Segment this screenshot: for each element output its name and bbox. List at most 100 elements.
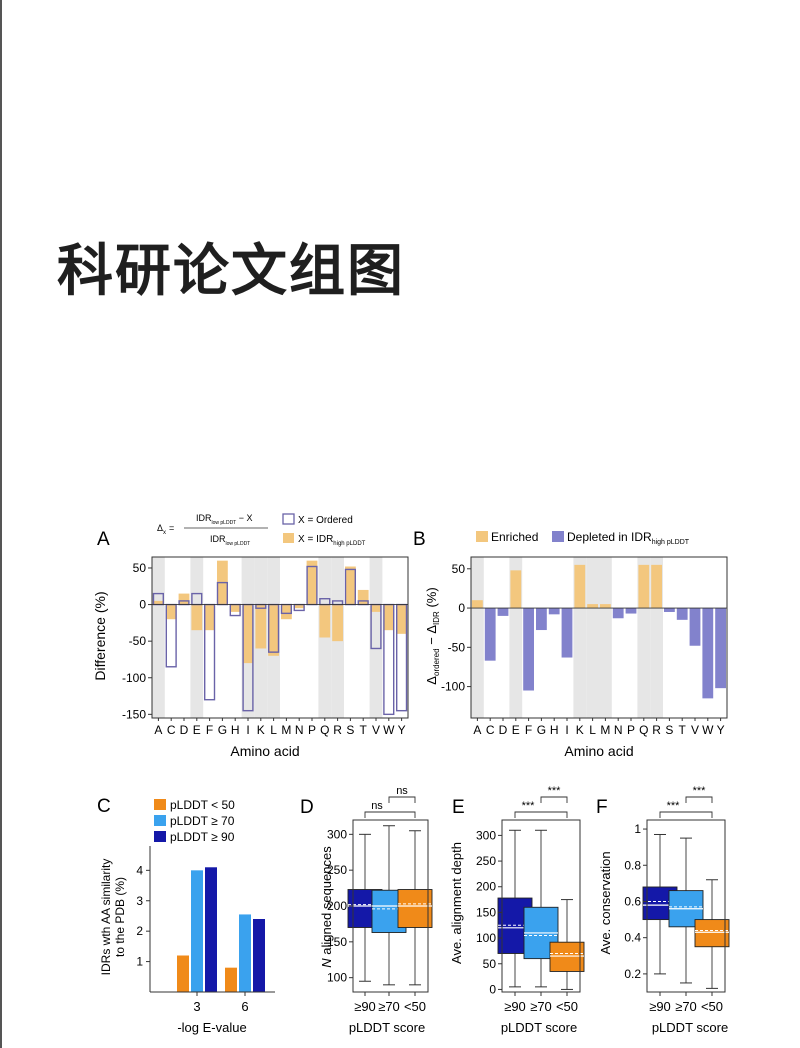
bar-idr-S: [345, 566, 356, 605]
bar-idr-D: [178, 593, 190, 605]
x-tick-label: ≥70: [530, 999, 552, 1014]
y-tick-label: 3: [136, 894, 143, 908]
x-tick-label-V: V: [372, 723, 380, 737]
panel-c-ylabel-line2: to the PDB (%): [113, 877, 127, 957]
y-tick-label: -100: [441, 680, 465, 694]
x-tick-label: <50: [701, 999, 723, 1014]
bar-G: [536, 608, 547, 631]
x-tick-label-K: K: [257, 723, 265, 737]
legend-c-low-swatch: [154, 799, 166, 810]
y-tick-label: 2: [136, 924, 143, 938]
y-tick-label: 250: [327, 863, 347, 877]
panel-f-label: F: [596, 797, 608, 818]
panel-f-xlabel: pLDDT score: [652, 1020, 728, 1035]
bar-E: [510, 570, 522, 609]
plot-frame: [470, 556, 728, 719]
bar-idr-C: [165, 604, 177, 620]
panel-d-ylabel-italic: N: [319, 958, 334, 968]
bar-C: [484, 608, 496, 661]
legend-idr-sub: high pLDDT: [333, 541, 365, 547]
legend-c-low-label: pLDDT < 50: [170, 798, 235, 812]
legend-c-high-swatch: [154, 831, 166, 842]
sig-bracket-bottom: [364, 811, 416, 818]
x-tick-label-R: R: [652, 723, 661, 737]
y-tick-label: 200: [476, 880, 496, 894]
shade-band-M: [599, 557, 612, 718]
x-tick-label-K: K: [576, 723, 584, 737]
panel-e: E Ave. alignment depth pLDDT score ≥90 ≥7…: [449, 785, 585, 1035]
x-tick-label-G: G: [218, 723, 227, 737]
bar-I: [561, 608, 573, 658]
y-tick-label: 200: [327, 899, 347, 913]
x-tick-label-I: I: [565, 723, 568, 737]
legend-enriched-swatch: [476, 531, 488, 542]
plot-frame: [646, 819, 726, 993]
x-tick-label-N: N: [295, 723, 304, 737]
bar-K: [574, 564, 586, 609]
bar-idr-Y: [396, 604, 407, 634]
x-tick-label-6: 6: [241, 999, 248, 1014]
y-tick-label: 0.6: [624, 894, 641, 908]
panel-a-label: A: [97, 529, 110, 550]
y-tick-label: 0.4: [624, 931, 641, 945]
panel-c-chart: 3 6 4 3 2 1: [136, 846, 275, 1014]
box-<50: [694, 919, 730, 948]
panel-f: F Ave. conservation pLDDT score ≥90 ≥70 <5…: [596, 785, 730, 1035]
y-tick-label: 150: [476, 905, 496, 919]
bar-idr-H: [229, 604, 241, 612]
svg-text:Δordered − ΔIDR (%): Δordered − ΔIDR (%): [424, 587, 441, 684]
panel-f-chart: ≥90 ≥70 <50 1 0.8 0.6 0.4 0.2 *** ***: [624, 785, 730, 1014]
bar-c-6-1: [239, 914, 251, 992]
x-tick-label-E: E: [512, 723, 520, 737]
x-tick-label-P: P: [627, 723, 635, 737]
y-tick-label: 0.8: [624, 858, 641, 872]
x-tick-label-W: W: [702, 723, 714, 737]
bar-idr-K: [255, 604, 267, 649]
y-tick-label: 100: [327, 971, 347, 985]
x-tick-label-F: F: [206, 723, 213, 737]
x-tick-label-F: F: [525, 723, 532, 737]
sig-bracket-top: [685, 796, 713, 803]
panel-f-ylabel: Ave. conservation: [598, 851, 613, 954]
panel-e-xlabel: pLDDT score: [501, 1020, 577, 1035]
panel-b-ylabel-sub2: IDR: [432, 611, 441, 625]
svg-text:X = IDRhigh pLDDT: X = IDRhigh pLDDT: [298, 534, 366, 547]
bar-W: [702, 608, 714, 699]
sig-label-top: ns: [396, 785, 408, 797]
bar-idr-V: [370, 604, 382, 612]
x-tick-label: ≥90: [354, 999, 376, 1014]
panel-a: A Δx = IDRlow pLDDT − X IDRlow pLDDT X = …: [92, 513, 409, 759]
formula-delta-sub: x: [163, 530, 166, 536]
bar-A: [472, 600, 483, 609]
x-tick-label-Y: Y: [398, 723, 406, 737]
svg-text:N aligned sequences: N aligned sequences: [319, 846, 334, 968]
x-tick-label-M: M: [281, 723, 291, 737]
y-tick-label: 50: [452, 562, 466, 576]
x-tick-label-S: S: [665, 723, 673, 737]
y-tick-label: 1: [136, 955, 143, 969]
y-tick-label: 0.2: [624, 967, 641, 981]
panel-e-chart: ≥90 ≥70 <50 300 250 200 150 100 50 0 *** ***: [476, 785, 585, 1014]
x-tick-label-D: D: [180, 723, 189, 737]
bar-T: [676, 608, 688, 620]
x-tick-label-Q: Q: [320, 723, 329, 737]
y-tick-label: -150: [122, 707, 146, 721]
panel-d-chart: ≥90 ≥70 <50 300 250 200 150 100 ns ns: [327, 785, 433, 1014]
bar-N: [612, 608, 624, 619]
x-tick-label: ≥70: [378, 999, 400, 1014]
y-tick-label: 100: [476, 931, 496, 945]
panel-b-label: B: [413, 529, 426, 550]
y-tick-label: 50: [483, 957, 497, 971]
x-tick-label-E: E: [193, 723, 201, 737]
panel-b-ylabel-sub1: ordered: [432, 648, 441, 676]
bar-F: [523, 608, 534, 691]
panel-c: C pLDDT < 50 pLDDT ≥ 70 pLDDT ≥ 90 IDRs …: [97, 796, 275, 1035]
x-tick-label-H: H: [231, 723, 240, 737]
y-tick-label: -50: [129, 634, 147, 648]
x-tick-label-I: I: [246, 723, 249, 737]
shade-band-L: [586, 557, 599, 718]
legend-ordered-swatch: [282, 513, 295, 525]
x-tick-label-R: R: [333, 723, 342, 737]
legend-c-mid-swatch: [154, 815, 166, 826]
